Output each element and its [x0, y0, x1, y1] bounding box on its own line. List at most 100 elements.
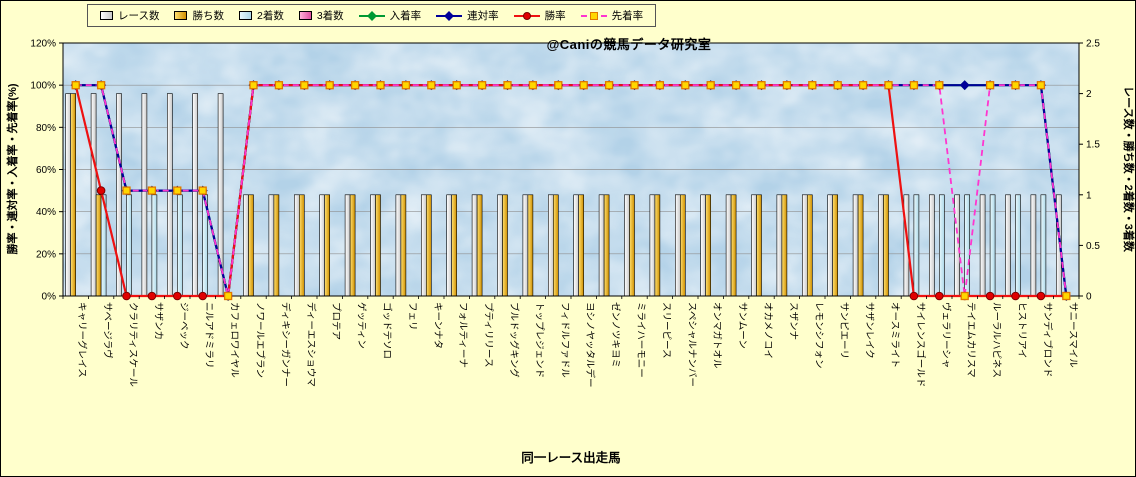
- legend-marker-diamond-icon: [366, 10, 377, 21]
- y-right-tick-label: 1.5: [1086, 140, 1100, 151]
- bar-race_count: [979, 194, 986, 297]
- bar-win_count: [603, 194, 610, 297]
- bar-race_count: [522, 194, 529, 297]
- x-category-label: スペシャルナンバー: [686, 302, 697, 387]
- bar-race_count: [573, 194, 580, 297]
- marker-ahead_rate: [427, 81, 436, 90]
- y-left-tick-label: 20%: [36, 249, 56, 260]
- legend-marker-circle-icon: [522, 11, 531, 20]
- x-category-label: スリーピース: [660, 302, 671, 359]
- marker-ahead_rate: [376, 81, 385, 90]
- bar-race_count: [446, 194, 453, 297]
- legend-item-3: 3着数: [298, 8, 344, 23]
- legend-label: レース数: [118, 10, 160, 22]
- bar-race_count: [90, 93, 97, 297]
- x-category-label: ディキシーガンナー: [279, 302, 291, 387]
- bar-win_count: [883, 194, 889, 297]
- marker-ahead_rate: [1011, 81, 1020, 90]
- bar-win_count: [527, 194, 534, 297]
- bar-win_count: [324, 194, 331, 297]
- legend-key-bar-win_count: [174, 11, 188, 20]
- x-category-label: サザンカ: [152, 302, 163, 340]
- marker-ahead_rate: [1062, 291, 1071, 301]
- legend-item-4: 入着率: [358, 8, 422, 23]
- marker-win_rate: [173, 291, 182, 301]
- bar-race_count: [293, 194, 300, 297]
- x-category-label: サイレンスゴールド: [914, 302, 926, 387]
- marker-top2_rate: [959, 80, 970, 91]
- legend-key-line-win_rate: [513, 10, 540, 21]
- x-category-label: プロテア: [330, 302, 341, 340]
- bar-second_count: [938, 194, 945, 297]
- bar-race_count: [674, 194, 681, 297]
- marker-ahead_rate: [1036, 81, 1046, 90]
- bar-race_count: [649, 194, 656, 297]
- bar-second_count: [913, 194, 920, 297]
- bar-win_count: [679, 194, 686, 297]
- marker-ahead_rate: [452, 81, 461, 90]
- bar-win_count: [273, 194, 280, 297]
- bar-race_count: [497, 194, 503, 297]
- legend-label: 連対率: [467, 10, 499, 22]
- bar-race_count: [395, 194, 402, 297]
- marker-ahead_rate: [198, 186, 207, 195]
- y-right-tick-label: 0.5: [1086, 241, 1100, 252]
- legend-key-bar-second_count: [238, 11, 252, 20]
- x-category-label: フェリ: [406, 302, 417, 331]
- marker-win_rate: [1036, 291, 1046, 301]
- bar-win_count: [857, 194, 864, 297]
- legend-item-0: レース数: [100, 8, 159, 23]
- plot-area: 0% 20% 40% 60% 80% 100% 120% 0 0.5 1 1.5 2 2.5 キャリーグレ…: [30, 39, 1100, 388]
- legend-label: 勝ち数: [192, 10, 224, 22]
- x-category-label: ブルドッグキング: [508, 302, 520, 378]
- legend-item-6: 勝率: [513, 8, 566, 23]
- marker-ahead_rate: [249, 81, 258, 90]
- bar-race_count: [243, 194, 249, 297]
- marker-ahead_rate: [655, 81, 665, 90]
- marker-ahead_rate: [858, 81, 868, 90]
- bar-race_count: [598, 194, 605, 297]
- marker-ahead_rate: [325, 81, 334, 90]
- legend-item-5: 連対率: [436, 8, 499, 23]
- marker-ahead_rate: [147, 186, 157, 195]
- bar-race_count: [471, 194, 478, 297]
- bar-race_count: [852, 194, 859, 297]
- x-category-label: クラリティスケール: [127, 302, 138, 387]
- legend-label: 2着数: [256, 10, 284, 22]
- bar-win_count: [476, 194, 483, 297]
- marker-ahead_rate: [706, 81, 715, 90]
- x-category-label: サニースマイル: [1067, 302, 1078, 368]
- legend-key-line-top2_rate: [436, 10, 463, 21]
- bar-race_count: [370, 194, 376, 297]
- bar-race_count: [344, 194, 351, 297]
- bar-win_count: [578, 194, 585, 297]
- bar-race_count: [725, 194, 732, 297]
- marker-ahead_rate: [782, 81, 792, 90]
- x-category-label: テイエムカリスマ: [965, 302, 976, 378]
- marker-win_rate: [198, 291, 207, 301]
- x-category-label: ヨシノヤッタルデー: [584, 302, 596, 388]
- legend-item-7: 先着率: [580, 8, 643, 23]
- y-left-tick-label: 120%: [30, 39, 56, 50]
- legend-label: 入着率: [389, 10, 422, 22]
- marker-ahead_rate: [630, 81, 639, 90]
- y-right-axis-title: レース数・勝ち数・2着数・3着数: [1122, 86, 1136, 253]
- marker-win_rate: [147, 291, 157, 301]
- x-category-label: ジーベック: [178, 302, 189, 350]
- chart-legend: レース数 勝ち数 2着数 3着数 入着率 連対率 勝率 先着率: [87, 4, 657, 27]
- bar-race_count: [827, 194, 834, 297]
- marker-win_rate: [96, 186, 106, 195]
- x-category-label: キャリーグレイス: [76, 302, 88, 378]
- bar-race_count: [954, 194, 961, 297]
- marker-win_rate: [122, 291, 131, 301]
- bar-win_count: [70, 93, 76, 297]
- marker-ahead_rate: [223, 291, 233, 301]
- x-category-label: ミライハーモニー: [635, 302, 646, 378]
- x-category-label: サンディブロンド: [1041, 302, 1053, 377]
- bar-second_count: [989, 194, 996, 297]
- bar-win_count: [375, 194, 381, 297]
- x-category-label: レモンシフォン: [813, 302, 824, 369]
- line-ahead_rate: [75, 84, 1068, 297]
- x-category-label: ニルアドミラリ: [203, 302, 214, 369]
- marker-ahead_rate: [604, 81, 614, 90]
